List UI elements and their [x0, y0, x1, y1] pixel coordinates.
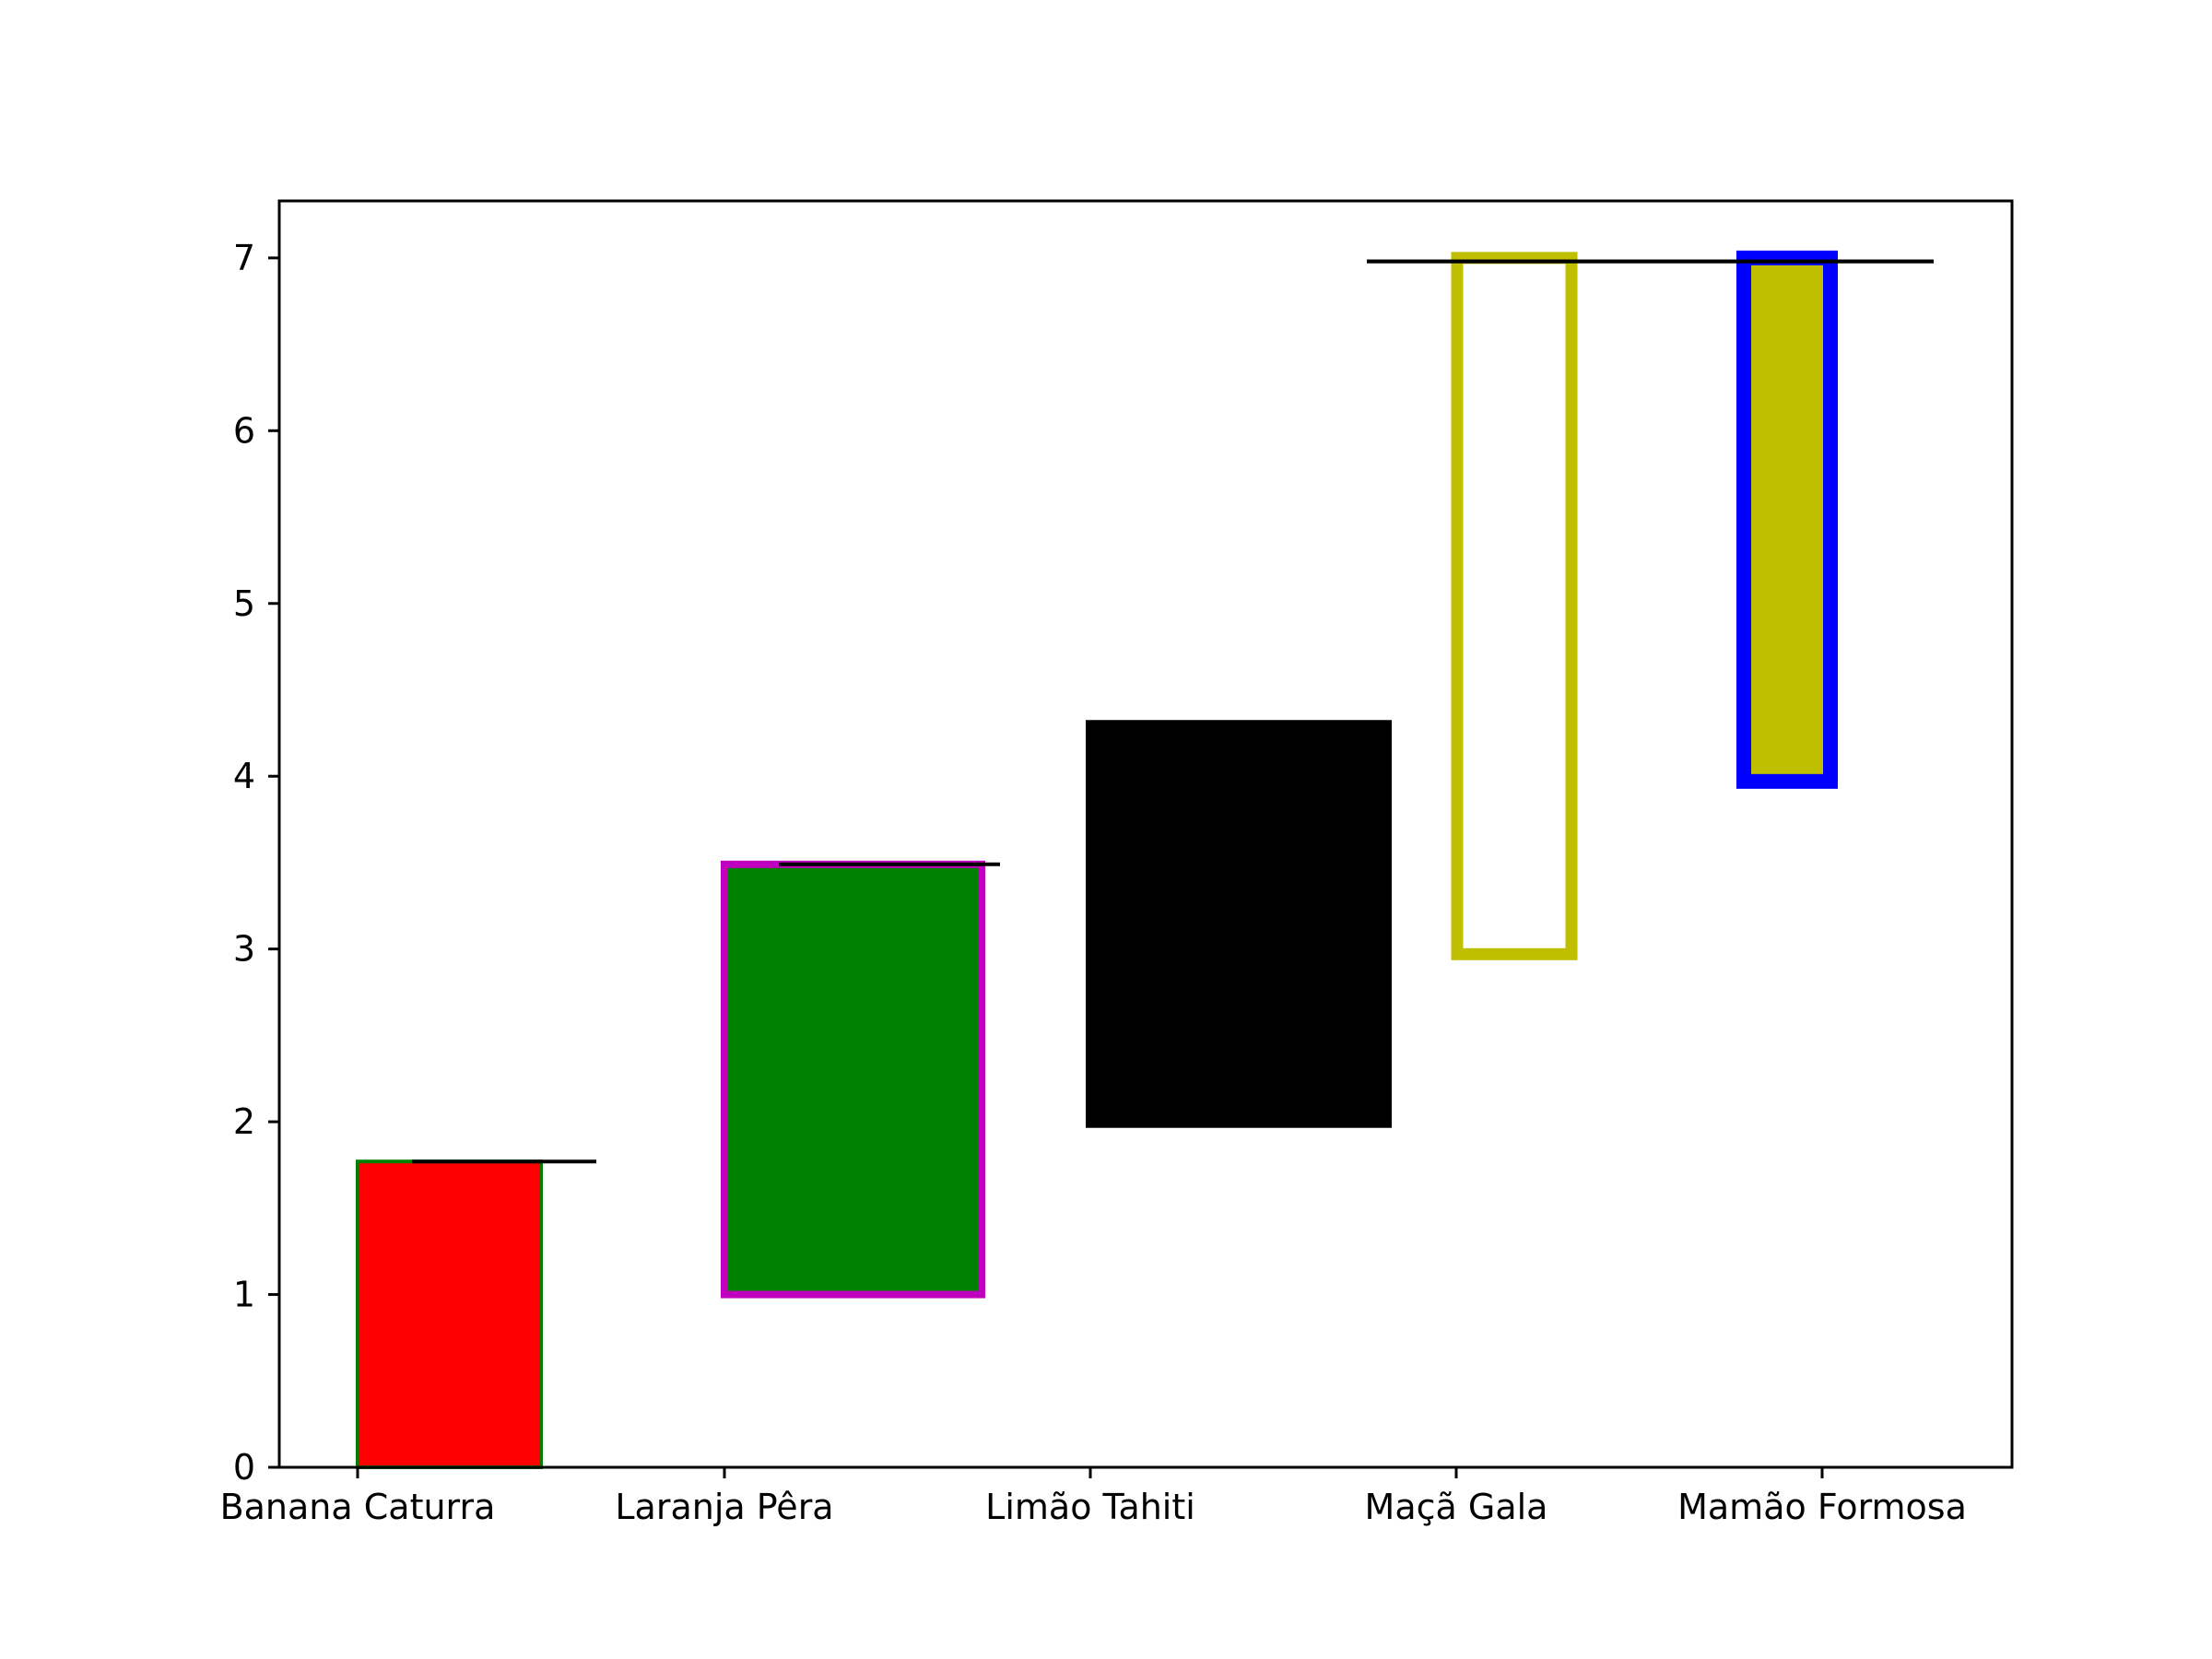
plot-frame	[277, 199, 2014, 1469]
y-tick-label: 0	[233, 1447, 255, 1488]
x-tick-label: Laranja Pêra	[615, 1487, 833, 1527]
bar-ma-gala	[1451, 252, 1578, 960]
y-tick-label: 1	[233, 1275, 255, 1315]
x-tick-label: Mamão Formosa	[1677, 1487, 1967, 1527]
x-tick-label: Limão Tahiti	[985, 1487, 1195, 1527]
bar-mam-o-formosa	[1736, 250, 1838, 789]
reference-lines-layer	[412, 259, 1934, 1164]
x-tick-label: Banana Caturra	[220, 1487, 496, 1527]
y-tick-label: 3	[233, 929, 255, 970]
y-tick-label: 7	[233, 238, 255, 278]
x-tick-label: Maçã Gala	[1365, 1487, 1548, 1527]
bar-laranja-p-ra	[721, 860, 985, 1299]
y-tick-label: 6	[233, 410, 255, 451]
bar-banana-caturra	[356, 1159, 543, 1470]
y-tick-label: 4	[233, 756, 255, 796]
y-tick-label: 2	[233, 1101, 255, 1142]
bar-lim-o-tahiti	[1086, 720, 1392, 1128]
y-axis: 0 1 2 3 4 5 6 7	[233, 238, 279, 1488]
x-axis: Banana Caturra Laranja Pêra Limão Tahiti Ma…	[220, 1467, 1967, 1527]
y-tick-label: 5	[233, 583, 255, 624]
